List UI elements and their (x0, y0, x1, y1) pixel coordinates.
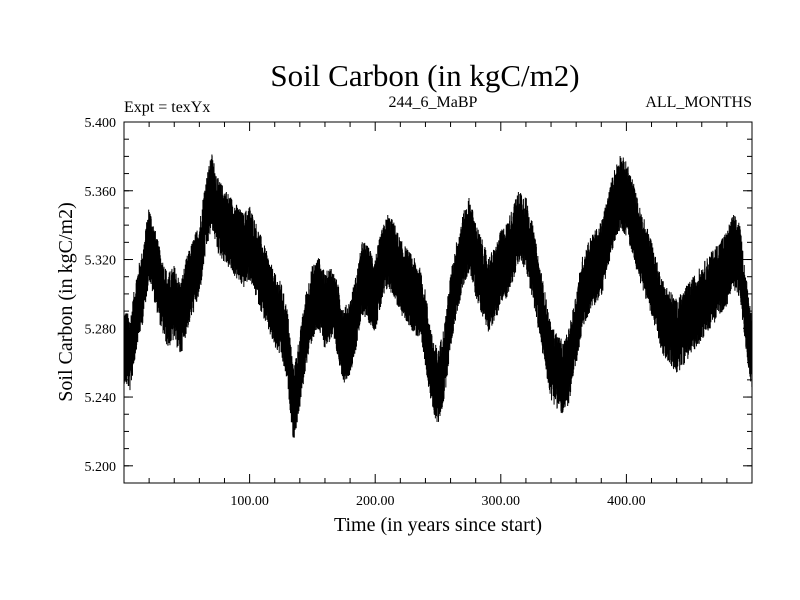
x-tick-label: 300.00 (482, 494, 521, 509)
months-label: ALL_MONTHS (645, 94, 752, 111)
x-tick-label: 200.00 (356, 494, 395, 509)
chart-title: Soil Carbon (in kgC/m2) (270, 58, 579, 93)
y-tick-label: 5.280 (85, 322, 117, 337)
y-tick-label: 5.320 (85, 254, 117, 269)
y-tick-label: 5.360 (85, 185, 117, 200)
plot-frame (123, 121, 753, 484)
y-tick-label: 5.200 (85, 460, 117, 475)
period-label: 244_6_MaBP (389, 94, 478, 111)
series-line (123, 154, 753, 438)
y-axis-label: Soil Carbon (in kgC/m2) (55, 202, 77, 401)
x-tick-label: 100.00 (230, 494, 269, 509)
y-tick-label: 5.240 (85, 391, 117, 406)
x-tick-label: 400.00 (607, 494, 646, 509)
x-axis-label: Time (in years since start) (334, 514, 542, 536)
series-layer (123, 154, 753, 438)
y-tick-label: 5.400 (85, 116, 117, 131)
experiment-label: Expt = texYx (124, 99, 210, 116)
